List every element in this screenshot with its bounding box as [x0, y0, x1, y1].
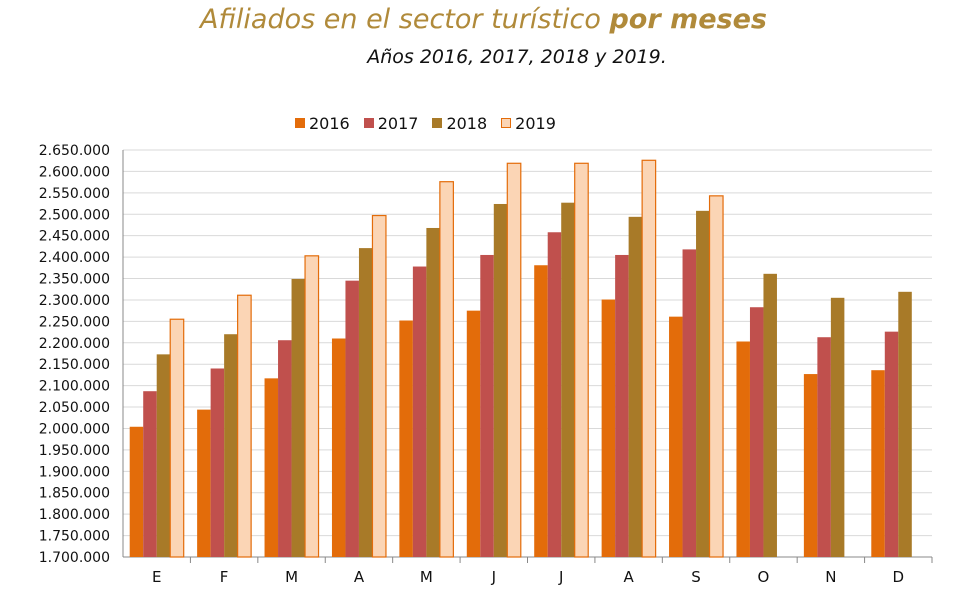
- x-tick-label: A: [623, 568, 634, 586]
- bar-2016-9: [736, 341, 750, 557]
- legend-label: 2016: [309, 113, 350, 133]
- x-tick-label: J: [491, 568, 496, 586]
- x-tick-label: M: [285, 568, 298, 586]
- bar-2018-7: [628, 216, 643, 557]
- bar-2016-1: [197, 409, 211, 557]
- legend-item-2018: 2018: [432, 114, 487, 133]
- bar-2016-0: [129, 426, 144, 557]
- x-tick-label: A: [354, 568, 365, 586]
- bar-2018-11: [898, 291, 912, 557]
- y-tick-label: 2.050.000: [39, 400, 110, 416]
- y-tick-label: 2.100.000: [39, 379, 110, 395]
- bar-2017-0: [143, 391, 157, 557]
- bar-2019-2: [304, 255, 320, 558]
- bar-2019-0: [169, 318, 185, 558]
- bar-2019-1: [237, 294, 252, 558]
- bar-2019-3: [371, 214, 387, 558]
- x-tick-label: N: [825, 568, 836, 586]
- legend-label: 2017: [377, 113, 419, 133]
- y-tick-label: 2.150.000: [39, 357, 110, 373]
- y-tick-label: 2.550.000: [39, 186, 110, 202]
- bar-2017-4: [412, 266, 427, 557]
- y-tick-label: 2.600.000: [39, 164, 110, 180]
- bar-2017-5: [480, 254, 494, 557]
- y-tick-label: 2.350.000: [39, 272, 110, 288]
- bar-2016-2: [264, 378, 279, 557]
- y-tick-label: 2.500.000: [39, 207, 110, 223]
- y-tick-label: 1.950.000: [39, 443, 110, 459]
- bar-2019-4: [439, 181, 454, 558]
- bar-2016-3: [331, 338, 346, 557]
- bar-2017-2: [278, 340, 292, 557]
- bar-2018-4: [426, 227, 440, 557]
- bar-2019-7: [641, 159, 657, 558]
- x-tick-label: F: [220, 568, 229, 586]
- bar-2016-10: [803, 374, 818, 557]
- y-tick-label: 1.900.000: [39, 464, 110, 480]
- y-tick-label: 1.700.000: [39, 550, 110, 566]
- legend-item-2019: 2019: [501, 114, 556, 133]
- bar-2018-0: [156, 354, 171, 557]
- y-tick-label: 1.850.000: [39, 486, 110, 502]
- y-tick-label: 2.300.000: [39, 293, 110, 309]
- y-tick-label: 1.750.000: [39, 529, 110, 545]
- bar-2018-6: [561, 202, 575, 557]
- y-tick-label: 1.800.000: [39, 507, 110, 523]
- bar-2019-6: [574, 162, 589, 558]
- bar-2017-1: [210, 368, 225, 557]
- legend-swatch: [363, 118, 374, 128]
- bar-2017-10: [817, 337, 831, 557]
- bar-2017-7: [615, 254, 629, 557]
- bar-2016-4: [399, 320, 413, 557]
- legend-swatch: [432, 118, 443, 128]
- bar-2019-8: [708, 195, 724, 558]
- bar-2017-8: [682, 249, 697, 557]
- chart-title: Afiliados en el sector turístico por mes…: [0, 4, 967, 35]
- x-tick-label: J: [558, 568, 563, 586]
- bar-2018-8: [696, 210, 710, 557]
- y-tick-label: 2.200.000: [39, 336, 110, 352]
- y-tick-label: 2.250.000: [39, 314, 110, 330]
- chart-subtitle: Años 2016, 2017, 2018 y 2019.: [367, 46, 667, 68]
- bar-2017-6: [547, 232, 562, 557]
- y-tick-label: 2.000.000: [39, 421, 110, 437]
- bar-2016-5: [466, 310, 481, 557]
- x-tick-label: M: [420, 568, 433, 586]
- y-tick-label: 2.450.000: [39, 229, 110, 245]
- bar-2016-11: [871, 370, 885, 557]
- bar-2018-3: [358, 248, 373, 558]
- y-tick-label: 2.400.000: [39, 250, 110, 266]
- legend-swatch: [501, 118, 512, 128]
- legend-label: 2019: [515, 113, 556, 133]
- x-tick-label: D: [893, 568, 905, 586]
- bar-2018-2: [291, 278, 306, 557]
- chart-title-main: Afiliados en el sector turístico: [200, 4, 610, 35]
- bar-2018-5: [493, 203, 508, 557]
- legend-label: 2018: [446, 113, 488, 133]
- legend-swatch: [295, 118, 305, 128]
- bar-2018-10: [830, 297, 845, 557]
- chart-legend: 2016 2017 2018 2019: [295, 113, 570, 133]
- bar-2017-9: [749, 307, 764, 557]
- x-tick-label: O: [758, 568, 770, 586]
- bar-2017-11: [884, 331, 899, 557]
- chart-title-bold: por meses: [609, 4, 767, 35]
- bar-2017-3: [345, 280, 359, 557]
- x-tick-label: S: [691, 568, 701, 586]
- bar-2018-9: [763, 273, 777, 557]
- bar-2016-6: [534, 265, 548, 557]
- bar-2018-1: [224, 334, 238, 557]
- legend-item-2017: 2017: [363, 113, 419, 133]
- x-tick-label: E: [152, 568, 161, 586]
- y-tick-label: 2.650.000: [39, 143, 110, 159]
- bar-2016-8: [669, 316, 683, 557]
- legend-item-2016: 2016: [295, 114, 350, 133]
- bar-2016-7: [601, 299, 616, 557]
- bar-2019-5: [506, 162, 522, 558]
